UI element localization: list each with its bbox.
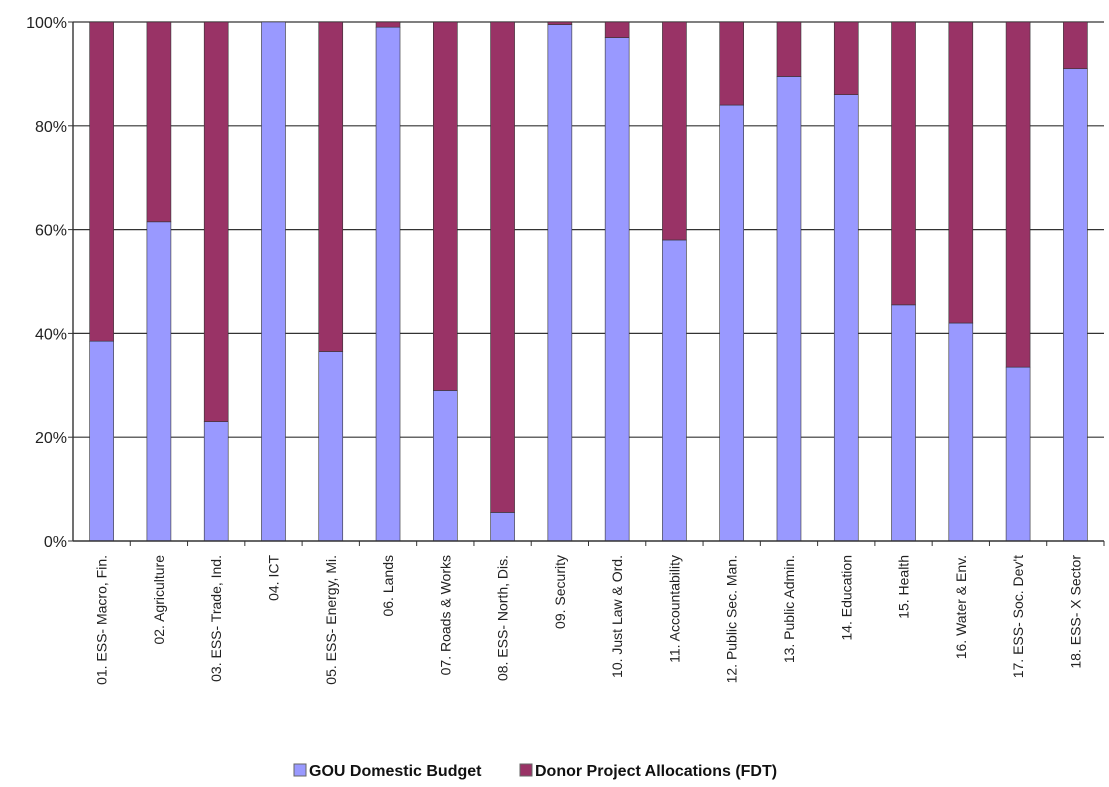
x-tick-label-3: 03. ESS- Trade, Ind. (208, 555, 224, 682)
gridlines (73, 21, 1104, 438)
bar-13-series-1 (776, 21, 802, 77)
legend-swatch-gou-domestic-budget (293, 763, 307, 777)
bar-17-series-0 (1005, 366, 1031, 542)
bar-16-series-1 (948, 21, 974, 324)
bar-6-series-1 (375, 21, 401, 28)
y-tick-labels: 0% 20% 40% 60% 80% 100% (26, 15, 67, 551)
bar-9-series-1 (547, 21, 573, 25)
bar-18-series-0 (1063, 68, 1088, 542)
legend: GOU Domestic Budget Donor Project Alloca… (293, 763, 777, 780)
y-tick-label-4: 80% (35, 119, 67, 136)
x-tick-label-13: 13. Public Admin. (781, 555, 797, 663)
x-tick-label-7: 07. Roads & Works (437, 555, 453, 675)
x-tick-label-8: 08. ESS- North, Dis. (495, 555, 511, 681)
bar-17-series-1 (1005, 21, 1031, 368)
x-tick-label-1: 01. ESS- Macro, Fin. (94, 555, 110, 685)
bar-10-series-0 (604, 37, 630, 542)
x-tick-label-18: 18. ESS- X Sector (1067, 555, 1083, 669)
bar-14-series-1 (833, 21, 859, 95)
x-tick-label-14: 14. Education (838, 555, 854, 641)
bar-1-series-1 (89, 21, 114, 342)
legend-label-donor-project-allocations: Donor Project Allocations (FDT) (535, 763, 777, 780)
bar-5-series-1 (318, 21, 344, 352)
legend-swatch-donor-project-allocations (519, 763, 533, 777)
x-tick-label-12: 12. Public Sec. Man. (724, 555, 740, 683)
bar-18-series-1 (1063, 21, 1088, 70)
bar-2-series-0 (146, 221, 172, 542)
axes (68, 21, 1105, 546)
x-tick-label-9: 09. Security (552, 555, 568, 629)
bar-5-series-0 (318, 351, 344, 542)
x-tick-labels: 01. ESS- Macro, Fin. 02. Agriculture 03. E… (94, 555, 1084, 685)
bar-11-series-0 (662, 239, 687, 542)
x-tick-label-2: 02. Agriculture (151, 555, 167, 645)
bar-13-series-0 (776, 76, 802, 542)
bar-10-series-1 (604, 21, 630, 38)
x-tick-label-6: 06. Lands (380, 555, 396, 617)
y-tick-label-2: 40% (35, 326, 67, 343)
y-tick-label-1: 20% (35, 430, 67, 447)
bar-12-series-0 (719, 104, 744, 542)
bar-9-series-0 (547, 24, 573, 542)
bar-15-series-0 (891, 304, 916, 542)
bar-2-series-1 (146, 21, 172, 223)
bar-4-series-0 (261, 21, 286, 542)
bars (89, 21, 1088, 542)
bar-6-series-0 (375, 26, 401, 542)
x-tick-label-4: 04. ICT (265, 555, 281, 601)
bar-3-series-1 (203, 21, 229, 422)
bar-7-series-1 (433, 21, 458, 391)
x-tick-label-10: 10. Just Law & Ord. (609, 555, 625, 678)
x-tick-label-16: 16. Water & Env. (953, 555, 969, 659)
bar-14-series-0 (833, 94, 859, 542)
x-tick-label-17: 17. ESS- Soc. Dev't (1010, 555, 1026, 678)
bar-8-series-0 (490, 512, 515, 542)
y-tick-label-3: 60% (35, 223, 67, 240)
y-tick-label-5: 100% (26, 15, 67, 32)
bar-16-series-0 (948, 322, 974, 542)
bar-11-series-1 (662, 21, 687, 241)
bar-15-series-1 (891, 21, 916, 306)
bar-12-series-1 (719, 21, 744, 106)
x-tick-label-11: 11. Accountability (666, 555, 682, 663)
bar-3-series-0 (203, 421, 229, 542)
bar-1-series-0 (89, 340, 114, 542)
bar-8-series-1 (490, 21, 515, 513)
x-tick-label-15: 15. Health (896, 555, 912, 619)
x-tick-label-5: 05. ESS- Energy, Mi. (323, 555, 339, 685)
legend-label-gou-domestic-budget: GOU Domestic Budget (309, 763, 482, 780)
y-tick-label-0: 0% (44, 534, 67, 551)
bar-7-series-0 (433, 390, 458, 542)
